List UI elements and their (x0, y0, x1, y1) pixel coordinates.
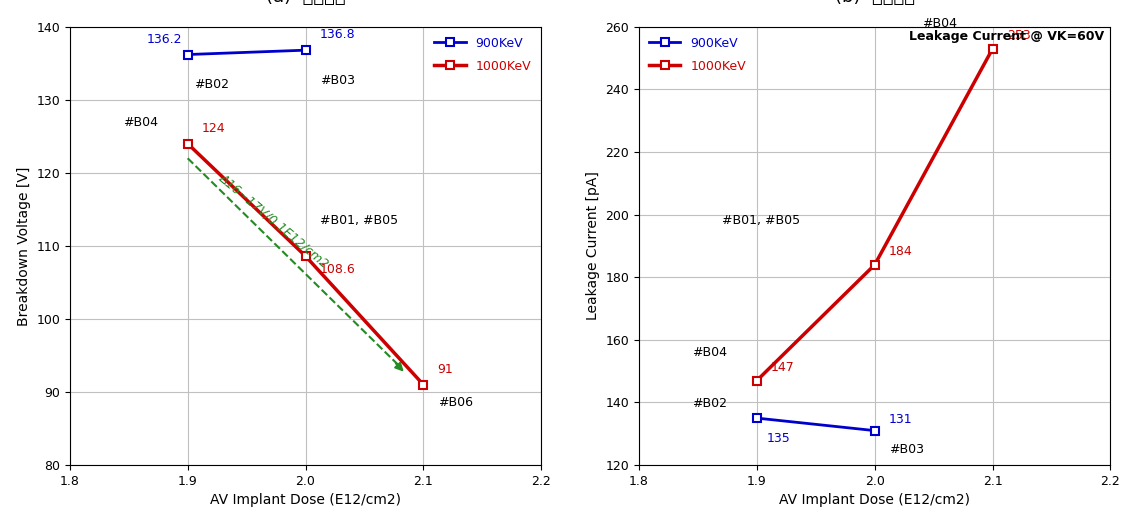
Y-axis label: Leakage Current [pA]: Leakage Current [pA] (586, 171, 600, 320)
Text: Δ16~17V/0.1E12/cm2: Δ16~17V/0.1E12/cm2 (217, 171, 332, 270)
Line: 900KeV: 900KeV (183, 46, 309, 59)
Text: #B04: #B04 (922, 17, 957, 30)
Text: #B01, #B05: #B01, #B05 (319, 214, 398, 227)
Text: 253: 253 (1006, 29, 1030, 42)
Text: #B02: #B02 (193, 78, 229, 91)
X-axis label: AV Implant Dose (E12/cm2): AV Implant Dose (E12/cm2) (779, 493, 970, 507)
Line: 1000KeV: 1000KeV (753, 45, 997, 385)
Text: 131: 131 (889, 413, 913, 426)
Legend: 900KeV, 1000KeV: 900KeV, 1000KeV (431, 33, 536, 77)
Text: 124: 124 (202, 122, 225, 135)
900KeV (750, 415, 764, 421)
Text: Leakage Current @ VK=60V: Leakage Current @ VK=60V (910, 30, 1104, 43)
Text: 136.8: 136.8 (319, 28, 355, 41)
1000KeV (299, 253, 313, 259)
Text: (b)  누설전류: (b) 누설전류 (835, 0, 915, 6)
Text: #B06: #B06 (438, 396, 473, 409)
1000KeV (750, 377, 764, 384)
900KeV (868, 428, 881, 434)
Text: 147: 147 (771, 361, 795, 374)
Line: 1000KeV: 1000KeV (183, 139, 428, 389)
900KeV (181, 51, 194, 58)
X-axis label: AV Implant Dose (E12/cm2): AV Implant Dose (E12/cm2) (210, 493, 401, 507)
Text: 135: 135 (766, 432, 790, 445)
Text: #B02: #B02 (692, 397, 727, 410)
Legend: 900KeV, 1000KeV: 900KeV, 1000KeV (646, 33, 749, 77)
Line: 900KeV: 900KeV (753, 414, 879, 435)
Text: (a)  항복전압: (a) 항복전압 (266, 0, 346, 6)
1000KeV (868, 261, 881, 268)
Text: #B04: #B04 (692, 346, 727, 358)
900KeV (299, 47, 313, 53)
Text: #B04: #B04 (123, 116, 158, 129)
Text: 108.6: 108.6 (319, 264, 356, 277)
Text: 91: 91 (438, 363, 454, 376)
Text: #B03: #B03 (319, 73, 355, 86)
1000KeV (181, 140, 194, 147)
Text: 184: 184 (889, 245, 913, 258)
1000KeV (416, 381, 430, 388)
Text: #B03: #B03 (889, 443, 924, 456)
Text: 136.2: 136.2 (147, 33, 182, 46)
Text: #B01, #B05: #B01, #B05 (722, 214, 799, 227)
1000KeV (986, 46, 999, 52)
Y-axis label: Breakdown Voltage [V]: Breakdown Voltage [V] (17, 166, 31, 325)
